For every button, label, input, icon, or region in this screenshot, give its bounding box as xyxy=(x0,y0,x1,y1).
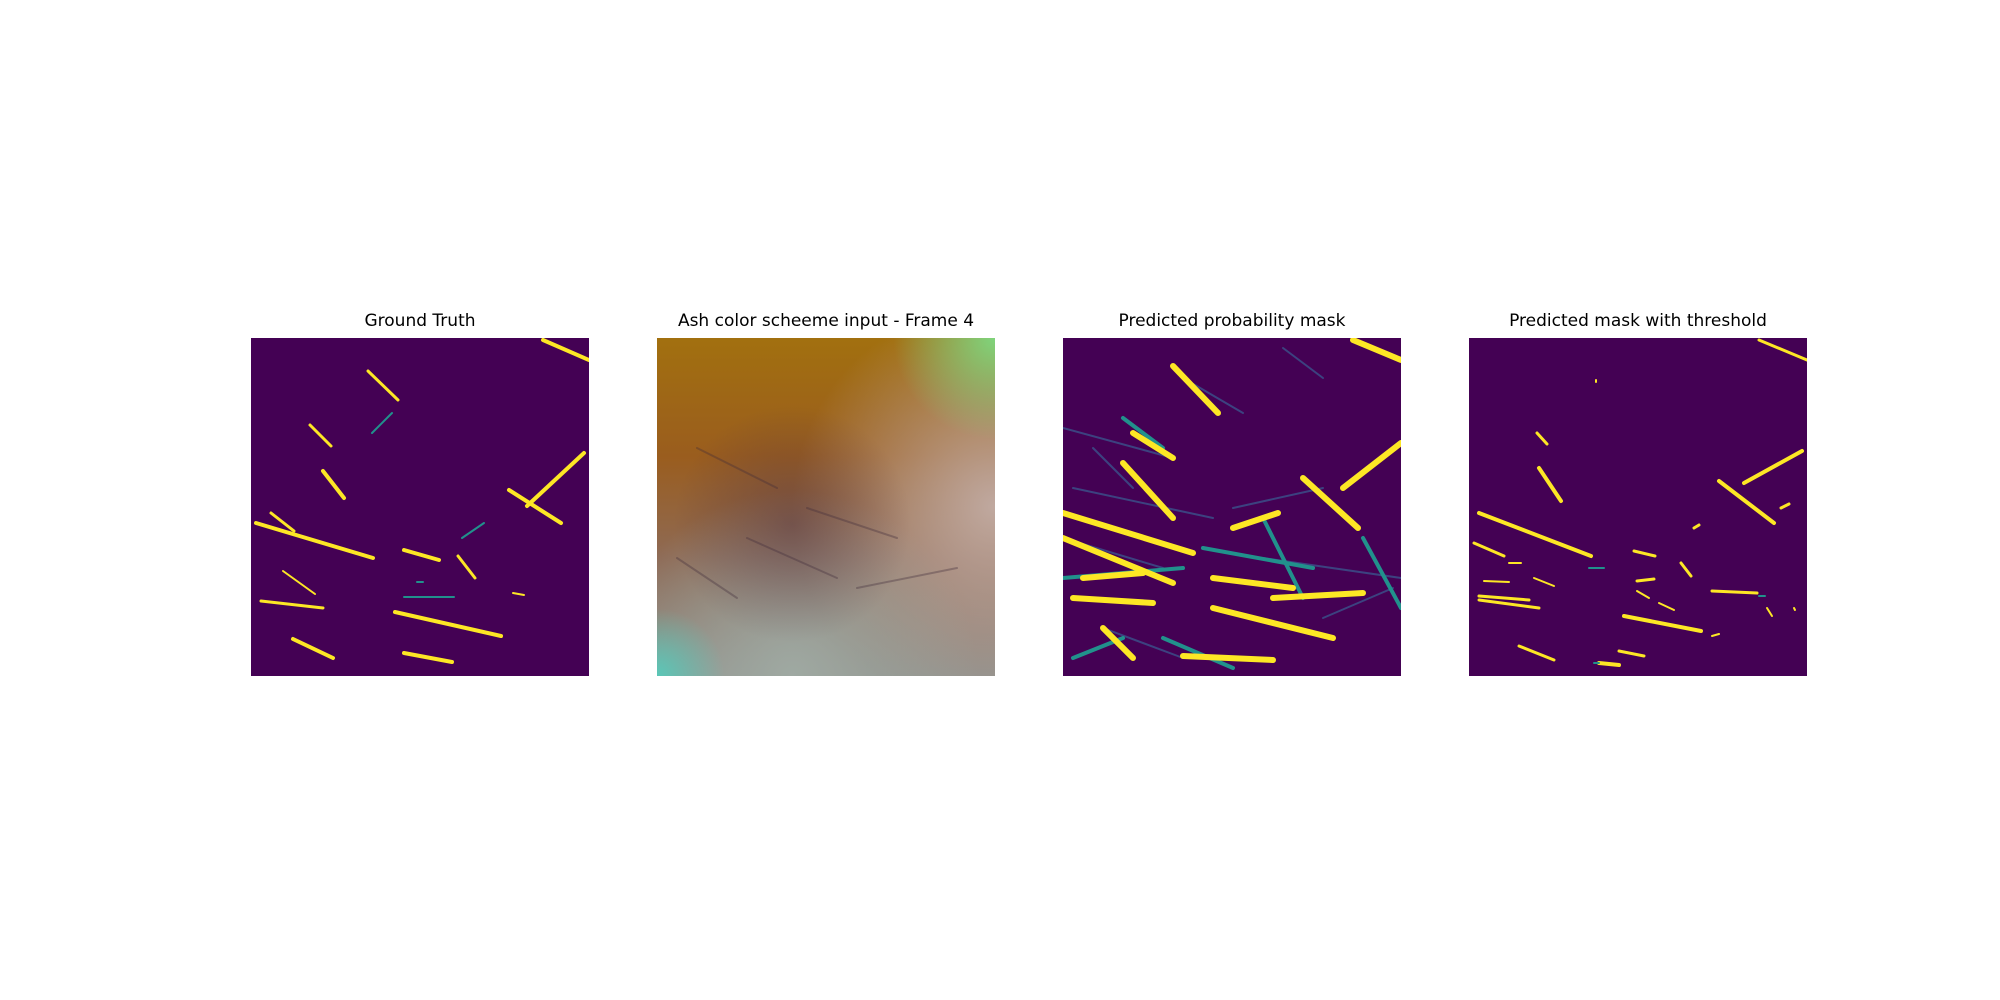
panel-title-probability-mask: Predicted probability mask xyxy=(1118,311,1346,331)
panel-title-ash-input: Ash color scheeme input - Frame 4 xyxy=(677,311,975,331)
probability-mask-heatmap xyxy=(1063,338,1401,676)
threshold-mask-image xyxy=(1469,338,1807,676)
panel-title-ground-truth: Ground Truth xyxy=(364,311,476,331)
ground-truth-image xyxy=(251,338,589,676)
panel-title-threshold-mask: Predicted mask with threshold xyxy=(1509,311,1767,331)
ash-color-satellite-picture xyxy=(657,338,995,676)
ground-truth-mask xyxy=(251,338,589,676)
ash-color-input-image xyxy=(657,338,995,676)
probability-mask-image xyxy=(1063,338,1401,676)
threshold-mask xyxy=(1469,338,1807,676)
